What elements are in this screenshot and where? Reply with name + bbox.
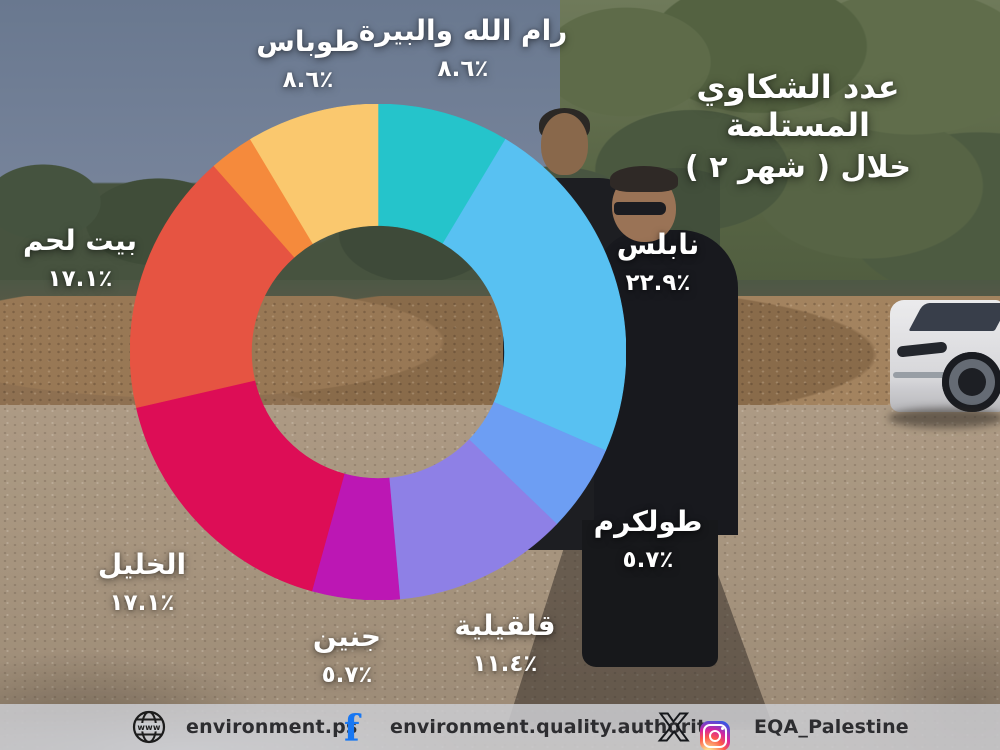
- instagram-icon: [700, 713, 730, 750]
- label-text: نابلس: [616, 228, 700, 261]
- photo-man-left-head: [541, 113, 588, 175]
- label-percent: ٥.٧٪: [622, 547, 674, 573]
- footer-website: environment.ps: [186, 716, 358, 738]
- donut-segment-1: [442, 138, 626, 451]
- chart-label-tulkarm: طولكرم ٥.٧٪: [594, 505, 703, 573]
- photo-men-legs: [582, 520, 718, 667]
- label-percent: ١٧.١٪: [109, 590, 175, 616]
- donut-chart: [130, 104, 626, 600]
- chart-label-qalqilya: قلقيلية ١١.٤٪: [454, 609, 555, 677]
- label-percent: ٨.٦٪: [282, 67, 334, 93]
- x-icon: [656, 704, 690, 750]
- label-text: رام الله والبيرة: [358, 14, 568, 47]
- chart-label-bethlehem: بيت لحم ١٧.١٪: [23, 224, 137, 292]
- footer-facebook-page: environment.quality.authorit: [390, 716, 707, 738]
- donut-segment-8: [250, 104, 379, 244]
- donut-segment-5: [135, 380, 345, 592]
- footer-social-handle: EQA_Palestine: [754, 716, 909, 738]
- label-percent: ٢٢.٩٪: [625, 270, 691, 296]
- label-text: الخليل: [97, 548, 187, 581]
- chart-label-tubas: طوباس ٨.٦٪: [256, 25, 360, 93]
- chart-label-ramallah: رام الله والبيرة ٨.٦٪: [359, 14, 568, 82]
- label-text: جنين: [312, 620, 382, 653]
- photo-man-right-hair: [610, 166, 678, 192]
- page-title: عدد الشكاوي المستلمة خلال ( شهر ٢ ): [628, 68, 968, 185]
- label-text: قلقيلية: [454, 609, 556, 642]
- photo-sunglasses: [614, 202, 666, 215]
- label-text: طولكرم: [593, 505, 703, 538]
- globe-www-text: www: [137, 722, 161, 732]
- title-line2: خلال ( شهر ٢ ): [685, 150, 911, 185]
- label-percent: ١١.٤٪: [472, 651, 538, 677]
- photo-car-shadow: [888, 408, 1000, 428]
- facebook-icon: f: [344, 708, 360, 750]
- label-percent: ٨.٦٪: [437, 56, 489, 82]
- chart-label-nablus: نابلس ٢٢.٩٪: [617, 228, 700, 296]
- photo-car-wheel: [942, 352, 1000, 412]
- photo-car-bumper: [893, 372, 963, 378]
- footer-bar: www environment.ps f environment.quality…: [0, 704, 1000, 750]
- label-text: بيت لحم: [23, 224, 137, 257]
- globe-www-icon: www: [131, 704, 167, 750]
- label-percent: ١٧.١٪: [47, 266, 113, 292]
- donut-segment-6: [130, 165, 295, 408]
- title-line1: عدد الشكاوي المستلمة: [696, 68, 900, 144]
- chart-label-jenin: جنين ٥.٧٪: [313, 620, 381, 688]
- label-percent: ٥.٧٪: [321, 662, 373, 688]
- label-text: طوباس: [256, 25, 360, 58]
- chart-label-hebron: الخليل ١٧.١٪: [98, 548, 186, 616]
